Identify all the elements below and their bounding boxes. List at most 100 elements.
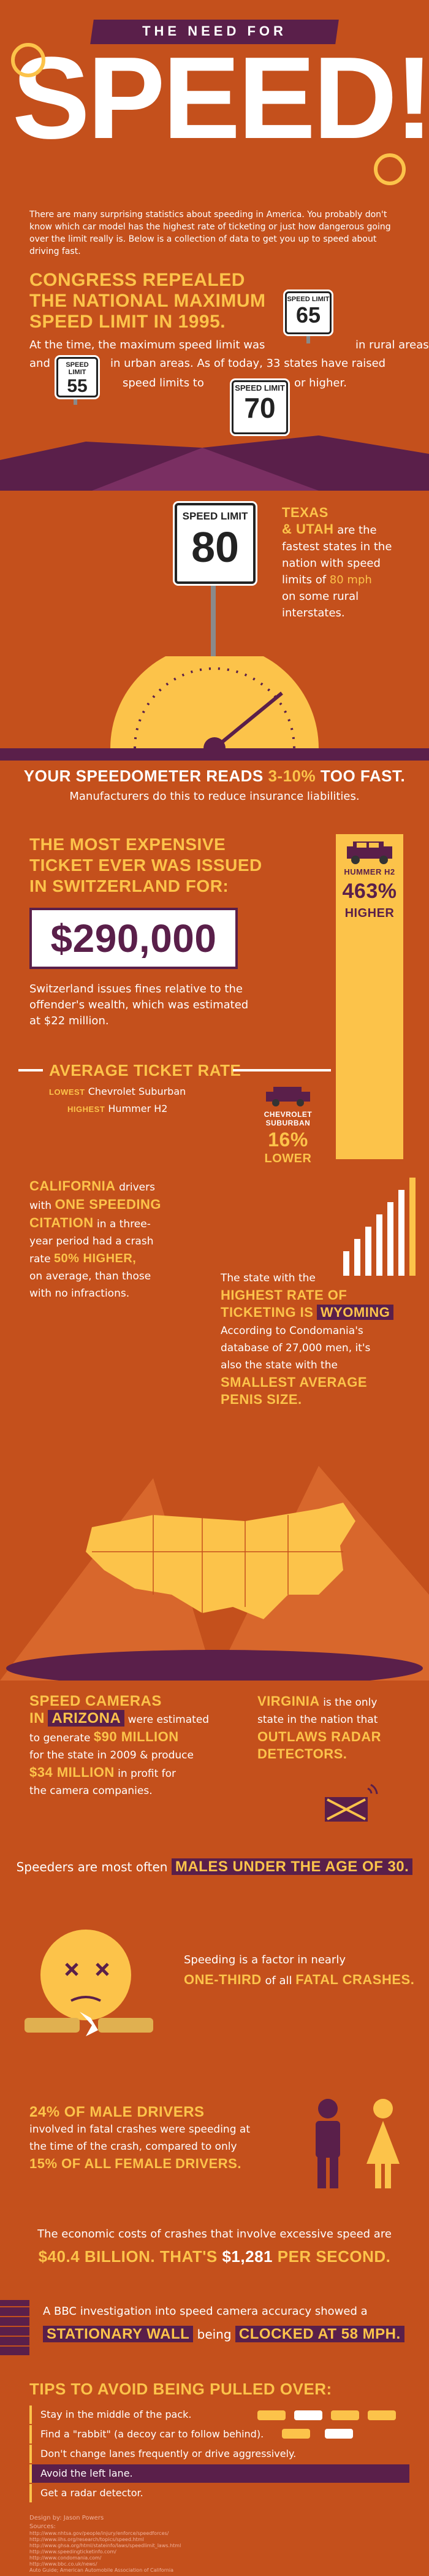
footer-design: Design by: Jason Powers — [29, 2515, 104, 2521]
footer-source[interactable]: http://www.iihs.org/research/topics/spee… — [29, 2537, 144, 2542]
texas-line-2a: & UTAH — [282, 521, 334, 537]
bbc-l1: A BBC investigation into speed camera ac… — [43, 2305, 368, 2318]
gender-l1: 24% OF MALE DRIVERS — [29, 2104, 205, 2120]
ca-l2a: with — [29, 1200, 52, 1212]
ca-l7: with no infractions. — [29, 1287, 130, 1300]
wy-l3b: WYOMING — [316, 1305, 394, 1320]
ticket-section: THE MOST EXPENSIVE TICKET EVER WAS ISSUE… — [0, 828, 429, 1171]
chevy-label-2: SUBURBAN — [265, 1119, 311, 1127]
footer-source[interactable]: http://www.speedingticketinfo.com/ — [29, 2549, 116, 2555]
lowest-val: Chevrolet Suburban — [88, 1086, 186, 1097]
wy-l7: SMALLEST AVERAGE — [221, 1374, 368, 1390]
speedo-line-a: YOUR SPEEDOMETER READS — [23, 767, 264, 785]
congress-text-e: speed limits to — [123, 377, 204, 389]
cost-section: The economic costs of crashes that invol… — [0, 2220, 429, 2288]
highest-key: HIGHEST — [67, 1105, 105, 1114]
ca-l6: on average, than those — [29, 1270, 151, 1282]
texas-line-6: on some rural — [282, 590, 359, 603]
ca-l5b: 50% HIGHER, — [53, 1252, 137, 1265]
footer-section: Design by: Jason Powers Sources: http://… — [0, 2515, 429, 2576]
texas-section: SPEED LIMIT 80 TEXAS & UTAH are the fast… — [0, 491, 429, 656]
us-map-graphic — [0, 1466, 429, 1681]
congress-text-c: and — [29, 357, 50, 370]
az-l2a: IN — [29, 1710, 45, 1727]
az-l3b: $90 MILLION — [93, 1729, 179, 1744]
arizona-virginia-section: SPEED CAMERAS IN ARIZONA were estimated … — [0, 1681, 429, 1914]
footer-source[interactable]: http://www.nhtsa.gov/people/injury/enfor… — [29, 2531, 169, 2536]
footer-source: Auto Guide; American Automobile Associat… — [29, 2567, 174, 2573]
footer-sources-label: Sources: — [29, 2523, 56, 2530]
chevy-icon — [266, 1087, 310, 1106]
header-intro: There are many surprising statistics abo… — [29, 210, 391, 256]
chevy-label-1: CHEVROLET — [264, 1110, 313, 1119]
gender-l4a: 15% OF ALL — [29, 2156, 112, 2171]
az-l5a: $34 MILLION — [29, 1765, 115, 1780]
sign-pole-80 — [211, 558, 216, 656]
footer-source[interactable]: http://www.condomania.com/ — [29, 2555, 102, 2561]
az-l5b: in profit for — [118, 1768, 177, 1780]
texas-line-5a: limits of — [282, 573, 327, 586]
congress-title-2: THE NATIONAL MAXIMUM — [29, 291, 266, 311]
lowest-key: LOWEST — [49, 1087, 85, 1097]
ticket-title-1: THE MOST EXPENSIVE — [29, 835, 226, 854]
gender-l4b: FEMALE — [115, 2156, 172, 2171]
speed-sign-55: SPEED LIMIT 55 — [56, 357, 98, 397]
wy-l4: According to Condomania's — [221, 1325, 363, 1337]
header-title: SPEED! — [12, 33, 429, 163]
tips-title: TIPS TO AVOID BEING PULLED OVER: — [29, 2380, 332, 2398]
fatal-l2b: of all — [265, 1974, 292, 1987]
fatal-l1: Speeding is a factor in nearly — [184, 1953, 346, 1966]
bbc-l2b: being — [197, 2327, 232, 2342]
speedo-stripe — [0, 748, 429, 761]
texas-line-1: TEXAS — [282, 505, 328, 520]
texas-line-7: interstates. — [282, 607, 345, 619]
hummer-word: HIGHER — [344, 907, 395, 920]
tip-item: Find a "rabbit" (a decoy car to follow b… — [29, 2425, 409, 2444]
wy-l5: database of 27,000 men, it's — [221, 1342, 371, 1354]
congress-text-a: At the time, the maximum speed limit was — [29, 339, 265, 351]
fatal-section: Speeding is a factor in nearly ONE-THIRD… — [0, 1914, 429, 2098]
highway-graphic — [0, 435, 429, 491]
footer-source[interactable]: http://www.ghsa.org/html/stateinfo/laws/… — [29, 2543, 181, 2548]
males-text-a: Speeders are most often — [16, 1860, 168, 1874]
ca-l4: year period had a crash — [29, 1235, 154, 1248]
hummer-pct: 463% — [342, 880, 397, 903]
wy-l8: PENIS SIZE. — [221, 1392, 302, 1407]
va-l1a: VIRGINIA — [257, 1693, 320, 1709]
bbc-l2a: STATIONARY WALL — [43, 2326, 194, 2342]
cost-l2a: $40.4 BILLION. THAT'S — [38, 2247, 218, 2266]
cost-l2b: $1,281 — [222, 2247, 273, 2266]
ca-l1a: CALIFORNIA — [29, 1178, 116, 1194]
va-l1b: is the only — [323, 1696, 378, 1709]
texas-line-5b: 80 mph — [329, 573, 372, 586]
ca-l1b: drivers — [119, 1181, 155, 1194]
speed-sign-80: SPEED LIMIT 80 — [175, 503, 256, 584]
congress-text-b: in rural areas — [355, 339, 429, 351]
avg-rule-right — [233, 1069, 331, 1071]
footer-source[interactable]: http://www.bbc.co.uk/news/ — [29, 2561, 97, 2567]
header-section: THE NEED FOR SPEED! There are many surpr… — [0, 0, 429, 256]
congress-title-1: CONGRESS REPEALED — [29, 270, 245, 290]
fatal-l2c: FATAL CRASHES. — [295, 1972, 415, 1987]
congress-text-d: in urban areas. As of today, 33 states h… — [110, 357, 386, 370]
va-l4: DETECTORS. — [257, 1746, 347, 1761]
ticket-title-2: TICKET EVER WAS ISSUED — [29, 856, 262, 875]
speedo-line-b: 3-10% — [268, 767, 316, 785]
gender-l2: involved in fatal crashes were speeding … — [29, 2123, 250, 2136]
congress-section: CONGRESS REPEALED THE NATIONAL MAXIMUM S… — [0, 258, 429, 491]
texas-line-2b: are the — [337, 524, 377, 537]
ticket-amount: $290,000 — [50, 916, 217, 960]
rising-bars-graphic — [343, 1178, 416, 1276]
speedo-sub: Manufacturers do this to reduce insuranc… — [69, 790, 360, 803]
speed-sign-65: SPEED LIMIT 65 — [285, 291, 332, 334]
ca-l3b: in a three- — [97, 1218, 151, 1230]
az-l4: for the state in 2009 & produce — [29, 1749, 194, 1761]
ticket-amount-box: $290,000 — [29, 908, 238, 969]
hummer-bar — [336, 834, 403, 1159]
crash-face-icon — [25, 1930, 153, 2036]
avg-rule-left — [18, 1069, 43, 1071]
cost-l2c: PER SECOND. — [277, 2247, 391, 2266]
tip-item: Get a radar detector. — [29, 2484, 409, 2502]
female-icon — [366, 2099, 400, 2188]
tip-item: Avoid the left lane. — [29, 2464, 409, 2483]
